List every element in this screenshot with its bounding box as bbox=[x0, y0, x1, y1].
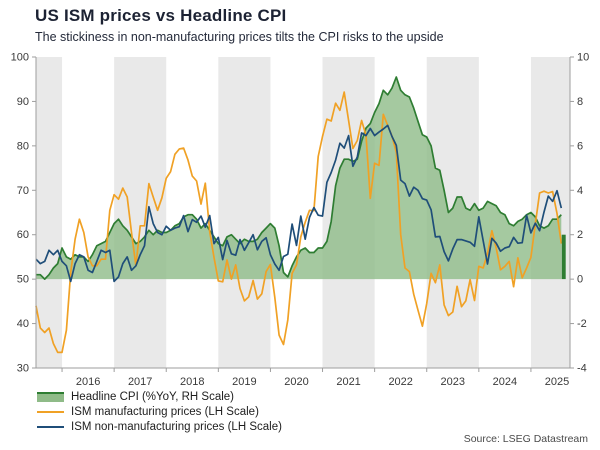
right-axis-label: 4 bbox=[577, 185, 583, 197]
left-axis-label: 30 bbox=[17, 363, 29, 375]
legend-label-ism-non-manufacturing: ISM non-manufacturing prices (LH Scale) bbox=[71, 421, 282, 433]
legend: Headline CPI (%YoY, RH Scale) ISM manufa… bbox=[37, 391, 282, 433]
left-axis-label: 60 bbox=[17, 229, 29, 241]
page-subtitle: The stickiness in non-manufacturing pric… bbox=[35, 30, 444, 44]
series-line-1 bbox=[35, 91, 563, 354]
year-label: 2017 bbox=[128, 376, 152, 388]
right-axis-label: 0 bbox=[577, 274, 583, 286]
year-label: 2022 bbox=[388, 376, 412, 388]
right-axis-label: 6 bbox=[577, 140, 583, 152]
left-axis-label: 80 bbox=[17, 140, 29, 152]
source-credit: Source: LSEG Datastream bbox=[463, 433, 588, 445]
legend-item-ism-non-manufacturing: ISM non-manufacturing prices (LH Scale) bbox=[37, 421, 282, 433]
left-axis-label: 90 bbox=[17, 96, 29, 108]
left-axis-label: 40 bbox=[17, 318, 29, 330]
year-band bbox=[36, 57, 63, 368]
year-label: 2023 bbox=[441, 376, 465, 388]
chart-canvas: 100 90 80 70 60 50 40 30 10 8 6 4 2 0 -2 -4 2016 2017 2018… bbox=[11, 52, 590, 389]
year-label: 2024 bbox=[493, 376, 517, 388]
left-axis-label: 70 bbox=[17, 185, 29, 197]
year-label: 2019 bbox=[232, 376, 256, 388]
year-label: 2025 bbox=[545, 376, 569, 388]
year-label: 2021 bbox=[336, 376, 360, 388]
legend-item-headline-cpi: Headline CPI (%YoY, RH Scale) bbox=[37, 391, 282, 403]
year-label: 2018 bbox=[180, 376, 204, 388]
right-axis-label: -4 bbox=[577, 363, 587, 375]
right-axis-label: 10 bbox=[577, 52, 589, 64]
series-line-2 bbox=[35, 124, 563, 283]
svc-line-legend-marker bbox=[37, 426, 64, 428]
left-axis-label: 50 bbox=[17, 274, 29, 286]
legend-label-ism-manufacturing: ISM manufacturing prices (LH Scale) bbox=[71, 406, 259, 418]
left-axis-label: 100 bbox=[11, 52, 29, 64]
year-band bbox=[114, 57, 167, 368]
cpi-area-legend-marker bbox=[37, 392, 64, 402]
year-label: 2016 bbox=[76, 376, 100, 388]
cpi-latest-bar bbox=[561, 234, 566, 280]
cpi-area-fill bbox=[36, 77, 562, 280]
page-title: US ISM prices vs Headline CPI bbox=[35, 6, 287, 25]
year-label: 2020 bbox=[284, 376, 308, 388]
right-axis-label: 2 bbox=[577, 229, 583, 241]
legend-item-ism-manufacturing: ISM manufacturing prices (LH Scale) bbox=[37, 406, 282, 418]
mfg-line-legend-marker bbox=[37, 411, 64, 413]
right-axis-label: 8 bbox=[577, 96, 583, 108]
legend-label-headline-cpi: Headline CPI (%YoY, RH Scale) bbox=[71, 391, 234, 403]
right-axis-label: -2 bbox=[577, 318, 587, 330]
year-band bbox=[218, 57, 271, 368]
